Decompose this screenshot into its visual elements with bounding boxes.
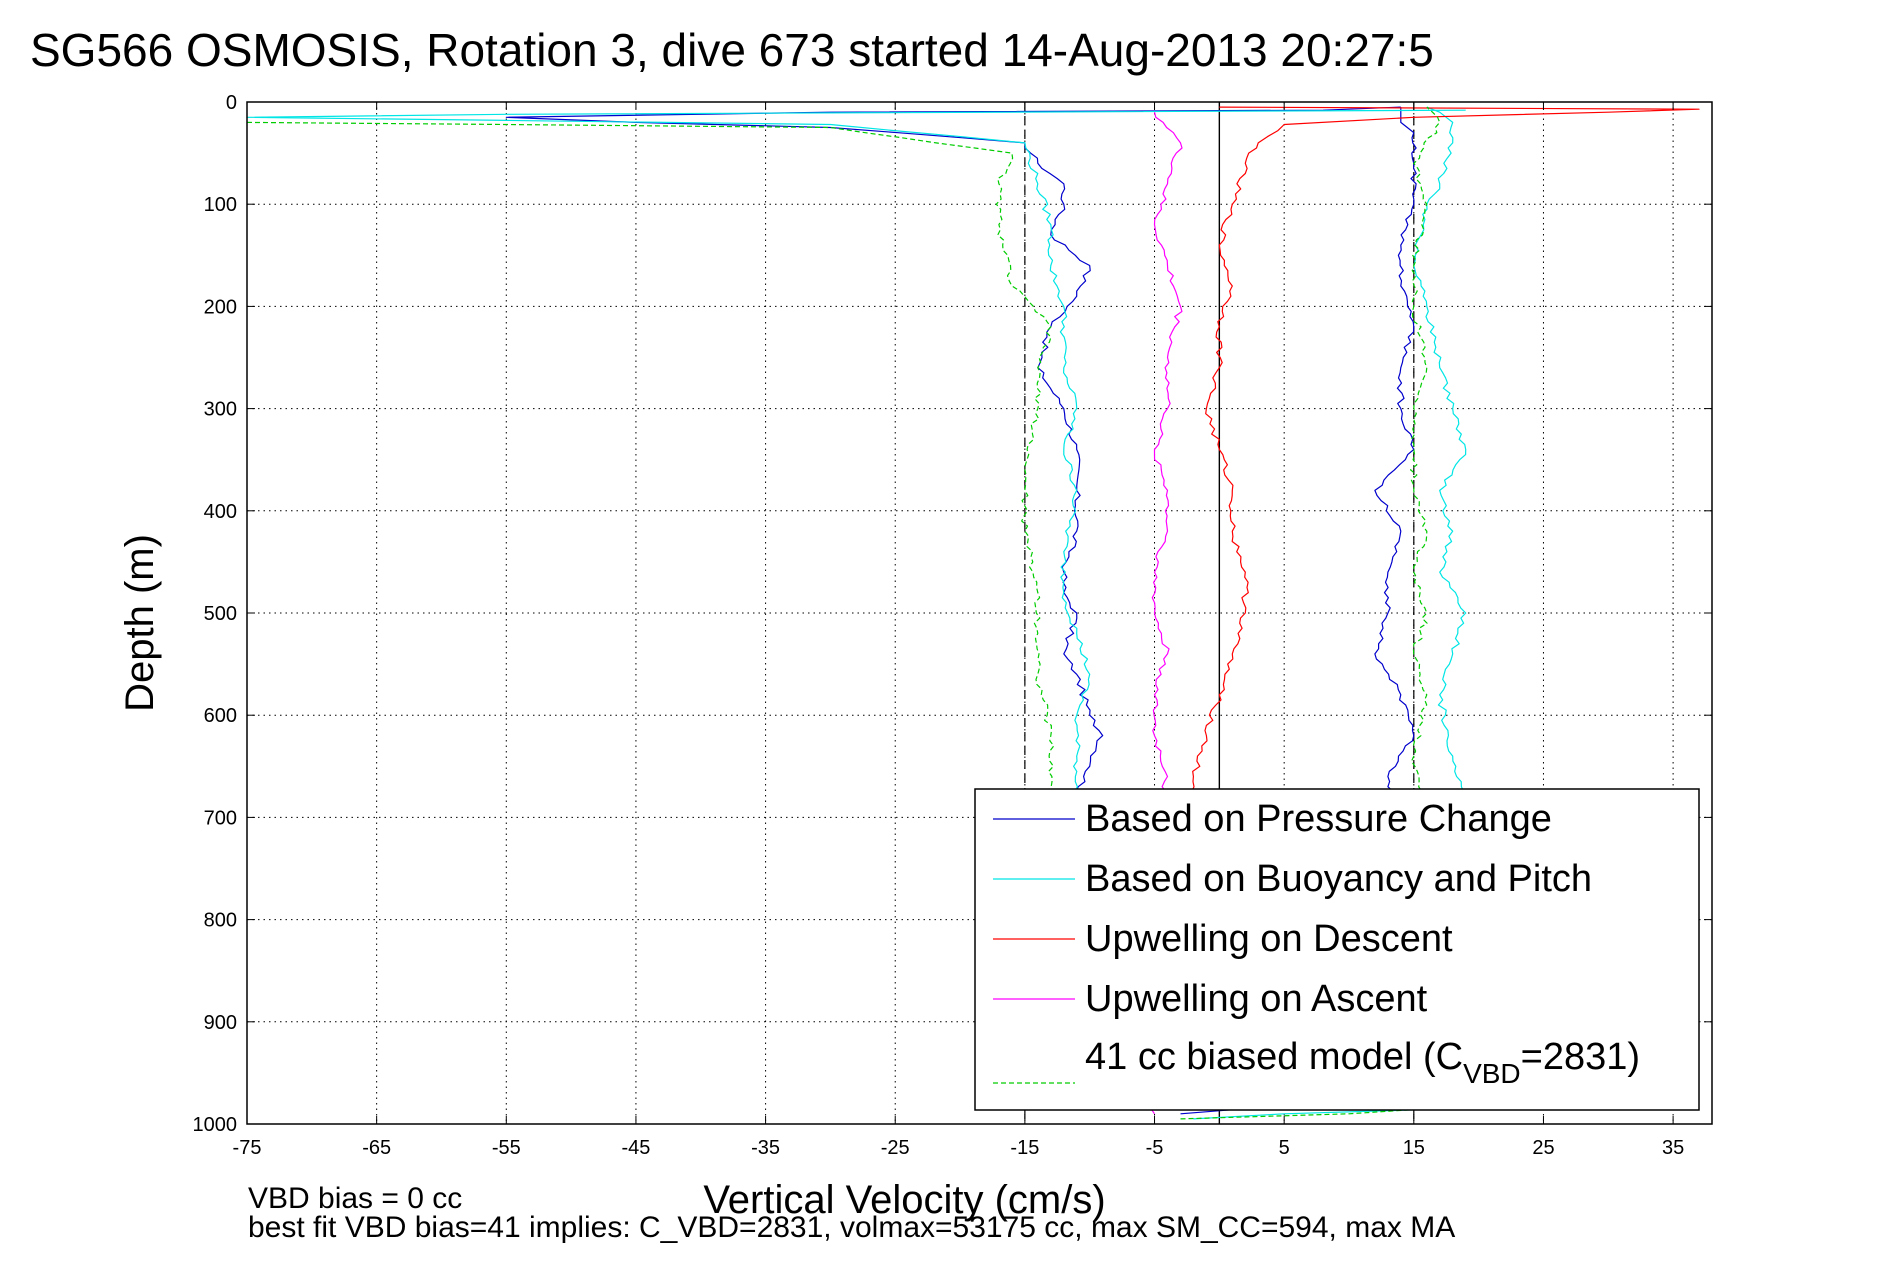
legend-label-subscript: VBD — [1463, 1058, 1521, 1089]
series-line — [246, 121, 1066, 859]
x-tick-label: -65 — [362, 1137, 391, 1159]
legend-entry-label: Based on Buoyancy and Pitch — [1085, 858, 1592, 900]
footer-line-2: best fit VBD bias=41 implies: C_VBD=2831… — [248, 1211, 1455, 1244]
legend-box — [974, 788, 1700, 1111]
y-tick-label: 100 — [204, 194, 237, 216]
series-line — [246, 109, 1466, 879]
x-tick-label: -15 — [1010, 1137, 1039, 1159]
y-tick-label: 400 — [204, 501, 237, 523]
y-tick-label: 200 — [204, 296, 237, 318]
axis-ticks: -75 -65 -55 -45 -35 -25 -15 -5 5 15 25 350100200300… — [193, 92, 1712, 1159]
y-tick-label: 800 — [204, 910, 237, 932]
y-tick-label: 300 — [204, 399, 237, 421]
y-tick-label: 0 — [226, 92, 237, 114]
legend-entry-label: Based on Pressure Change — [1085, 798, 1552, 840]
y-tick-label: 500 — [204, 603, 237, 625]
x-tick-label: -5 — [1146, 1137, 1164, 1159]
x-tick-label: -45 — [621, 1137, 650, 1159]
legend-label-tail: =2831) — [1521, 1036, 1640, 1078]
chart-title: SG566 OSMOSIS, Rotation 3, dive 673 star… — [30, 24, 1434, 76]
footer-line-1: VBD bias = 0 cc — [248, 1182, 462, 1215]
y-tick-label: 600 — [204, 705, 237, 727]
y-axis-label: Depth (m) — [118, 534, 162, 712]
x-tick-label: 35 — [1662, 1137, 1684, 1159]
x-tick-label: -75 — [233, 1137, 262, 1159]
x-tick-label: 15 — [1403, 1137, 1425, 1159]
legend-entry-label: Upwelling on Ascent — [1085, 978, 1428, 1020]
x-tick-label: -25 — [881, 1137, 910, 1159]
legend-entry-label: 41 cc biased model (CVBD=2831) — [1085, 1036, 1640, 1089]
x-tick-label: -35 — [751, 1137, 780, 1159]
legend: Based on Pressure Change Based on Buoyanc… — [974, 788, 1700, 1111]
legend-label-main: 41 cc biased model (C — [1085, 1036, 1463, 1078]
x-tick-label: 25 — [1532, 1137, 1554, 1159]
series-line — [1190, 106, 1700, 879]
x-axis-label: Vertical Velocity (cm/s) — [703, 1178, 1105, 1222]
y-tick-label: 900 — [204, 1012, 237, 1034]
y-tick-label: 700 — [204, 807, 237, 829]
x-tick-label: -55 — [492, 1137, 521, 1159]
legend-entry-label: Upwelling on Descent — [1085, 918, 1453, 960]
y-tick-label: 1000 — [193, 1114, 238, 1136]
x-tick-label: 5 — [1279, 1137, 1290, 1159]
